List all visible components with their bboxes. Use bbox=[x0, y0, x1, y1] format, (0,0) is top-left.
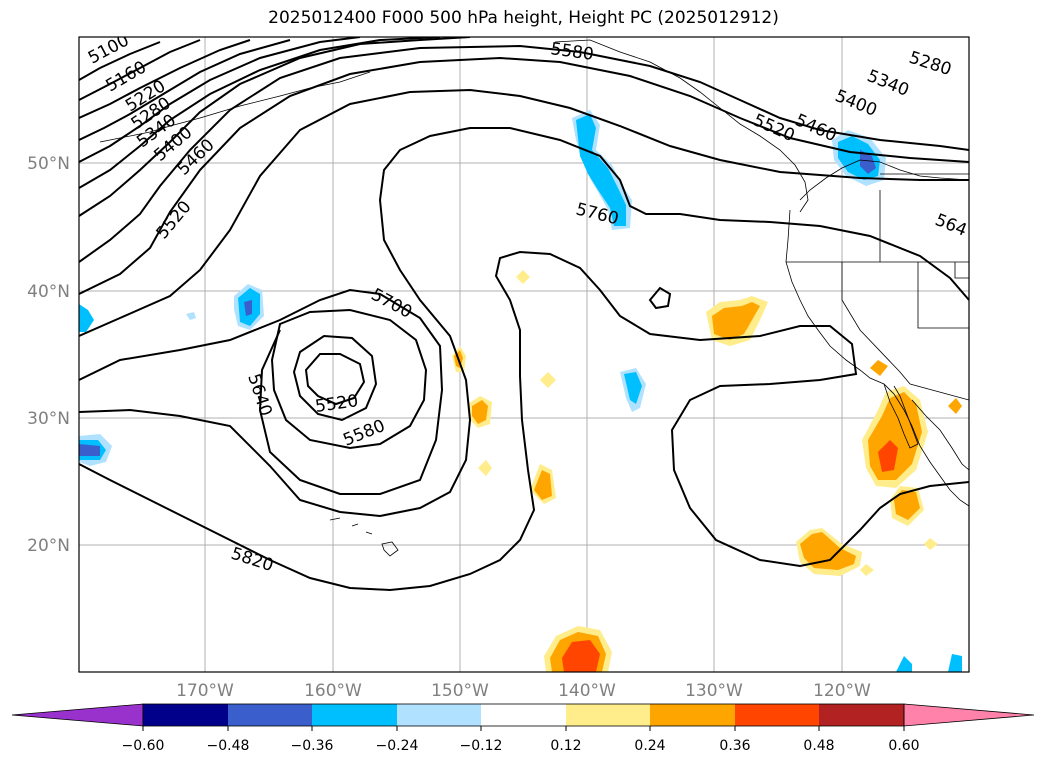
baja-peninsula bbox=[883, 383, 919, 449]
longitude-labels: 170°W 160°W 150°W 140°W 130°W 120°W bbox=[176, 681, 871, 701]
anomaly-patch-west-edge-1 bbox=[79, 304, 94, 332]
state-border-6 bbox=[954, 262, 969, 279]
colorbar: −0.60 −0.48 −0.36 −0.24 −0.12 0.12 0.24 … bbox=[11, 703, 1035, 754]
colorbar-segment bbox=[566, 704, 650, 726]
contour-5100 bbox=[79, 41, 161, 81]
negative-anomaly-patches bbox=[79, 110, 962, 672]
aleutian-islands bbox=[99, 71, 371, 143]
colorbar-extend-min bbox=[11, 703, 144, 727]
contour-5820 bbox=[79, 250, 969, 592]
positive-anomaly-patches bbox=[452, 270, 962, 672]
lat-label-50n: 50°N bbox=[27, 154, 70, 174]
lon-label-160w: 160°W bbox=[304, 681, 362, 701]
contour-5700-ring bbox=[79, 288, 444, 495]
colorbar-tick-label: 0.36 bbox=[719, 738, 750, 754]
colorbar-tick-label: −0.60 bbox=[122, 738, 165, 754]
colorbar-segment bbox=[397, 704, 481, 726]
contour-5580 bbox=[79, 56, 969, 295]
lat-label-40n: 40°N bbox=[27, 282, 70, 302]
colorbar-segment bbox=[650, 704, 735, 726]
lat-label-30n: 30°N bbox=[27, 409, 70, 429]
colorbar-tick-label: 0.12 bbox=[550, 738, 581, 754]
state-border-4 bbox=[841, 262, 911, 385]
colorbar-tick-label: −0.24 bbox=[376, 738, 419, 754]
contour-5460-low bbox=[304, 353, 366, 406]
colorbar-segment bbox=[312, 704, 397, 726]
latitude-labels: 50°N 40°N 30°N 20°N bbox=[27, 154, 70, 556]
state-border-3 bbox=[917, 262, 969, 329]
contour-5640 bbox=[79, 88, 969, 337]
contour-5520 bbox=[79, 44, 969, 263]
alaska-coast bbox=[554, 39, 809, 213]
colorbar-tick-label: 0.24 bbox=[634, 738, 665, 754]
colorbar-tick-label: −0.36 bbox=[291, 738, 334, 754]
colorbar-tick-label: 0.60 bbox=[888, 738, 919, 754]
lat-label-20n: 20°N bbox=[27, 536, 70, 556]
lon-label-130w: 130°W bbox=[685, 681, 743, 701]
colorbar-tick-label: −0.12 bbox=[460, 738, 503, 754]
colorbar-segment bbox=[143, 704, 228, 726]
colorbar-segment bbox=[228, 704, 312, 726]
colorbar-extend-max bbox=[903, 703, 1035, 727]
contour-5580-low bbox=[270, 308, 428, 450]
height-contours bbox=[79, 37, 969, 592]
contour-5760 bbox=[79, 127, 969, 518]
hawaii-islands bbox=[329, 517, 399, 557]
colorbar-tick-label: 0.48 bbox=[803, 738, 834, 754]
bc-coast bbox=[799, 159, 969, 201]
lon-label-170w: 170°W bbox=[176, 681, 234, 701]
gulf-california bbox=[911, 399, 969, 471]
us-west-coast bbox=[785, 209, 969, 507]
coastlines bbox=[99, 39, 969, 557]
colorbar-segment bbox=[481, 704, 566, 726]
colorbar-segment bbox=[735, 704, 819, 726]
lon-label-120w: 120°W bbox=[813, 681, 871, 701]
state-border-5 bbox=[909, 383, 969, 401]
contour-labels: 5100 5160 5220 5280 5340 5400 5460 5520 … bbox=[85, 37, 969, 576]
contour-5520-low bbox=[292, 334, 378, 422]
colorbar-segment bbox=[819, 704, 904, 726]
colorbar-tick-label: −0.48 bbox=[207, 738, 250, 754]
map-title: 2025012400 F000 500 hPa height, Height P… bbox=[268, 8, 779, 28]
lon-label-140w: 140°W bbox=[558, 681, 616, 701]
lon-label-150w: 150°W bbox=[431, 681, 489, 701]
plot-frame bbox=[78, 36, 970, 673]
